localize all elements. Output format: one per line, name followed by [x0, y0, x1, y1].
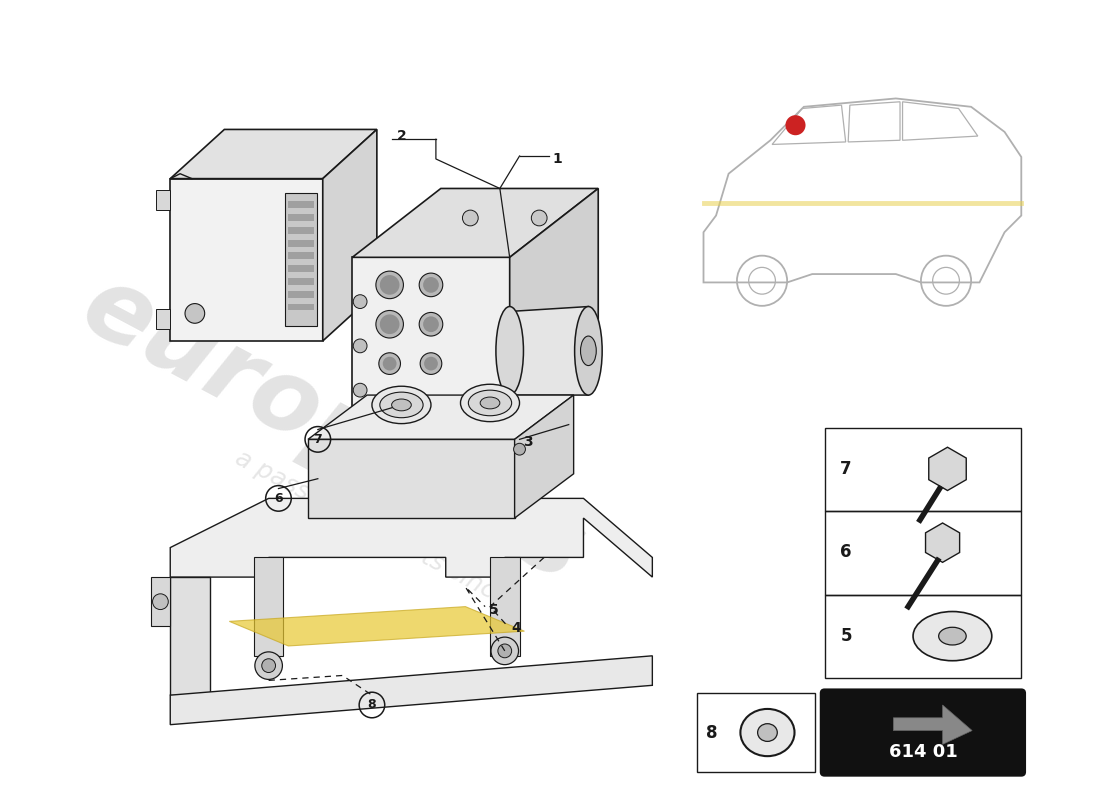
Bar — [288, 227, 313, 234]
Polygon shape — [308, 439, 515, 518]
Polygon shape — [170, 130, 377, 178]
Ellipse shape — [481, 397, 499, 409]
Bar — [288, 290, 313, 298]
Circle shape — [419, 273, 443, 297]
Ellipse shape — [938, 627, 966, 645]
Bar — [288, 253, 313, 259]
Polygon shape — [509, 189, 598, 425]
Circle shape — [353, 294, 367, 309]
Text: 3: 3 — [524, 435, 534, 450]
Polygon shape — [308, 395, 573, 439]
Text: 6: 6 — [274, 492, 283, 505]
Ellipse shape — [392, 399, 411, 411]
Polygon shape — [322, 130, 377, 341]
Circle shape — [785, 115, 805, 135]
Text: 4: 4 — [512, 622, 521, 635]
Circle shape — [419, 313, 443, 336]
Ellipse shape — [913, 611, 992, 661]
Bar — [825, 511, 1021, 595]
Polygon shape — [170, 656, 652, 725]
FancyBboxPatch shape — [821, 690, 1025, 776]
Circle shape — [153, 594, 168, 610]
Polygon shape — [254, 558, 284, 656]
Circle shape — [514, 443, 526, 455]
Polygon shape — [156, 310, 170, 329]
Ellipse shape — [758, 724, 778, 742]
Ellipse shape — [740, 709, 794, 756]
Text: 5: 5 — [840, 627, 851, 645]
Circle shape — [353, 383, 367, 397]
Circle shape — [491, 637, 518, 665]
Circle shape — [531, 210, 547, 226]
Ellipse shape — [574, 306, 602, 395]
Polygon shape — [170, 178, 322, 341]
Polygon shape — [490, 558, 519, 656]
Circle shape — [378, 353, 400, 374]
Ellipse shape — [372, 386, 431, 424]
Text: 7: 7 — [314, 433, 322, 446]
Polygon shape — [170, 498, 652, 577]
Text: 5: 5 — [490, 602, 498, 617]
Text: 8: 8 — [705, 723, 717, 742]
Polygon shape — [229, 606, 525, 646]
Ellipse shape — [461, 384, 519, 422]
Bar — [288, 278, 313, 285]
Ellipse shape — [581, 336, 596, 366]
Polygon shape — [928, 447, 966, 490]
Circle shape — [255, 652, 283, 679]
Circle shape — [498, 644, 512, 658]
Circle shape — [424, 277, 439, 293]
Circle shape — [185, 303, 205, 323]
Text: a passion for parts since: a passion for parts since — [231, 446, 513, 610]
Bar — [288, 202, 313, 208]
Circle shape — [379, 314, 399, 334]
Polygon shape — [156, 190, 170, 210]
Bar — [288, 266, 313, 272]
Circle shape — [420, 353, 442, 374]
Polygon shape — [509, 306, 588, 395]
Polygon shape — [352, 189, 598, 258]
Circle shape — [383, 357, 396, 370]
Circle shape — [353, 339, 367, 353]
Ellipse shape — [379, 392, 424, 418]
Text: 8: 8 — [367, 698, 376, 711]
Bar — [696, 693, 815, 772]
Ellipse shape — [496, 306, 524, 395]
Circle shape — [379, 275, 399, 294]
Polygon shape — [170, 577, 210, 695]
Bar — [288, 240, 313, 246]
Polygon shape — [893, 705, 972, 744]
Circle shape — [462, 210, 478, 226]
Bar — [288, 303, 313, 310]
Bar — [288, 214, 313, 221]
Polygon shape — [352, 258, 509, 425]
Circle shape — [262, 658, 275, 673]
Circle shape — [376, 271, 404, 298]
Circle shape — [425, 357, 438, 370]
Ellipse shape — [469, 390, 512, 416]
Text: 7: 7 — [840, 460, 852, 478]
Polygon shape — [925, 523, 959, 562]
Bar — [825, 595, 1021, 678]
Polygon shape — [515, 395, 573, 518]
Text: 1: 1 — [552, 152, 562, 166]
Text: 614 01: 614 01 — [889, 743, 957, 762]
Text: 6: 6 — [840, 543, 851, 562]
Text: europarts: europarts — [66, 257, 600, 602]
Bar — [825, 427, 1021, 511]
Circle shape — [376, 310, 404, 338]
Text: 2: 2 — [396, 130, 406, 143]
Polygon shape — [151, 577, 170, 626]
Bar — [285, 194, 317, 326]
Circle shape — [424, 316, 439, 332]
